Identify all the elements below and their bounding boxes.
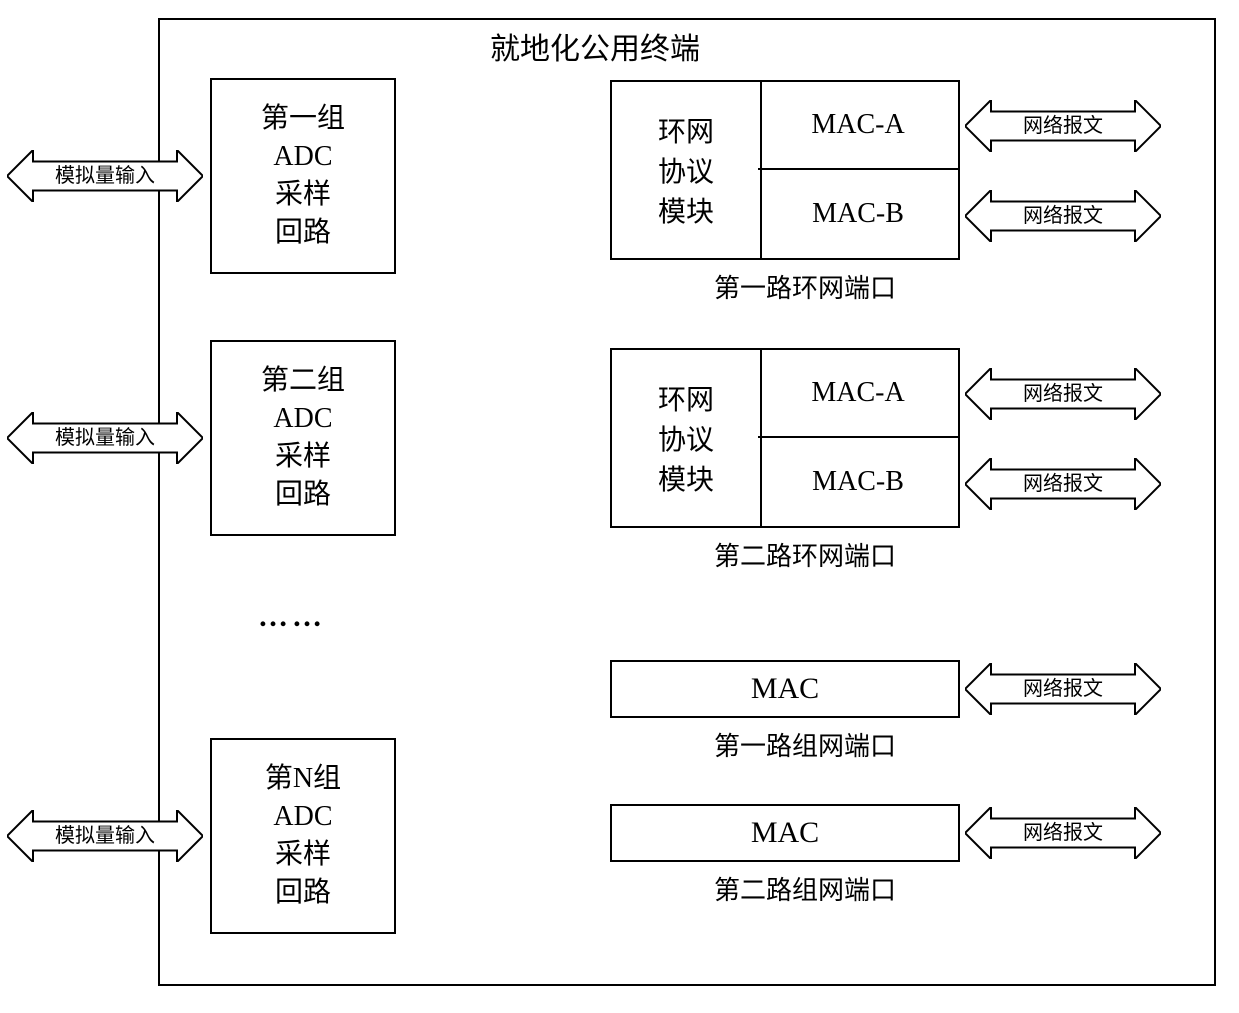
svg-text:模拟量输入: 模拟量输入	[55, 164, 155, 187]
svg-text:模拟量输入: 模拟量输入	[55, 426, 155, 449]
mac-a: MAC-A	[758, 82, 958, 170]
group-port-mac-2: MAC	[610, 804, 960, 862]
diagram-title: 就地化公用终端	[490, 24, 700, 68]
ellipsis: ……	[258, 600, 326, 634]
ring-port-1-arrow-1: 网络报文	[965, 100, 1161, 152]
mac-a: MAC-A	[758, 350, 958, 438]
ring-port-2: 环网 协议 模块MAC-AMAC-B	[610, 348, 960, 528]
ring-protocol-module: 环网 协议 模块	[612, 82, 762, 258]
analog-input-arrow-2: 模拟量输入	[7, 412, 203, 464]
ring-port-1-arrow-2: 网络报文	[965, 190, 1161, 242]
group-port-mac-1: MAC	[610, 660, 960, 718]
svg-text:模拟量输入: 模拟量输入	[55, 824, 155, 847]
mac-b: MAC-B	[758, 438, 958, 526]
analog-input-arrow-3: 模拟量输入	[7, 810, 203, 862]
ring-port-1: 环网 协议 模块MAC-AMAC-B	[610, 80, 960, 260]
ring-port-caption-1: 第一路环网端口	[675, 268, 935, 305]
group-port-caption-2: 第二路组网端口	[675, 870, 935, 907]
group-port-arrow-2: 网络报文	[965, 807, 1161, 859]
svg-text:网络报文: 网络报文	[1023, 382, 1103, 405]
analog-input-arrow-1: 模拟量输入	[7, 150, 203, 202]
adc-group-1: 第一组 ADC 采样 回路	[210, 78, 396, 274]
ring-port-2-arrow-2: 网络报文	[965, 458, 1161, 510]
diagram-canvas: 就地化公用终端第一组 ADC 采样 回路第二组 ADC 采样 回路第N组 ADC…	[0, 0, 1239, 1013]
ring-protocol-module: 环网 协议 模块	[612, 350, 762, 526]
group-port-arrow-1: 网络报文	[965, 663, 1161, 715]
mac-b: MAC-B	[758, 170, 958, 258]
adc-group-2: 第二组 ADC 采样 回路	[210, 340, 396, 536]
svg-text:网络报文: 网络报文	[1023, 821, 1103, 844]
svg-text:网络报文: 网络报文	[1023, 204, 1103, 227]
svg-text:网络报文: 网络报文	[1023, 677, 1103, 700]
ring-port-caption-2: 第二路环网端口	[675, 536, 935, 573]
svg-text:网络报文: 网络报文	[1023, 472, 1103, 495]
adc-group-3: 第N组 ADC 采样 回路	[210, 738, 396, 934]
group-port-caption-1: 第一路组网端口	[675, 726, 935, 763]
ring-port-2-arrow-1: 网络报文	[965, 368, 1161, 420]
svg-text:网络报文: 网络报文	[1023, 114, 1103, 137]
